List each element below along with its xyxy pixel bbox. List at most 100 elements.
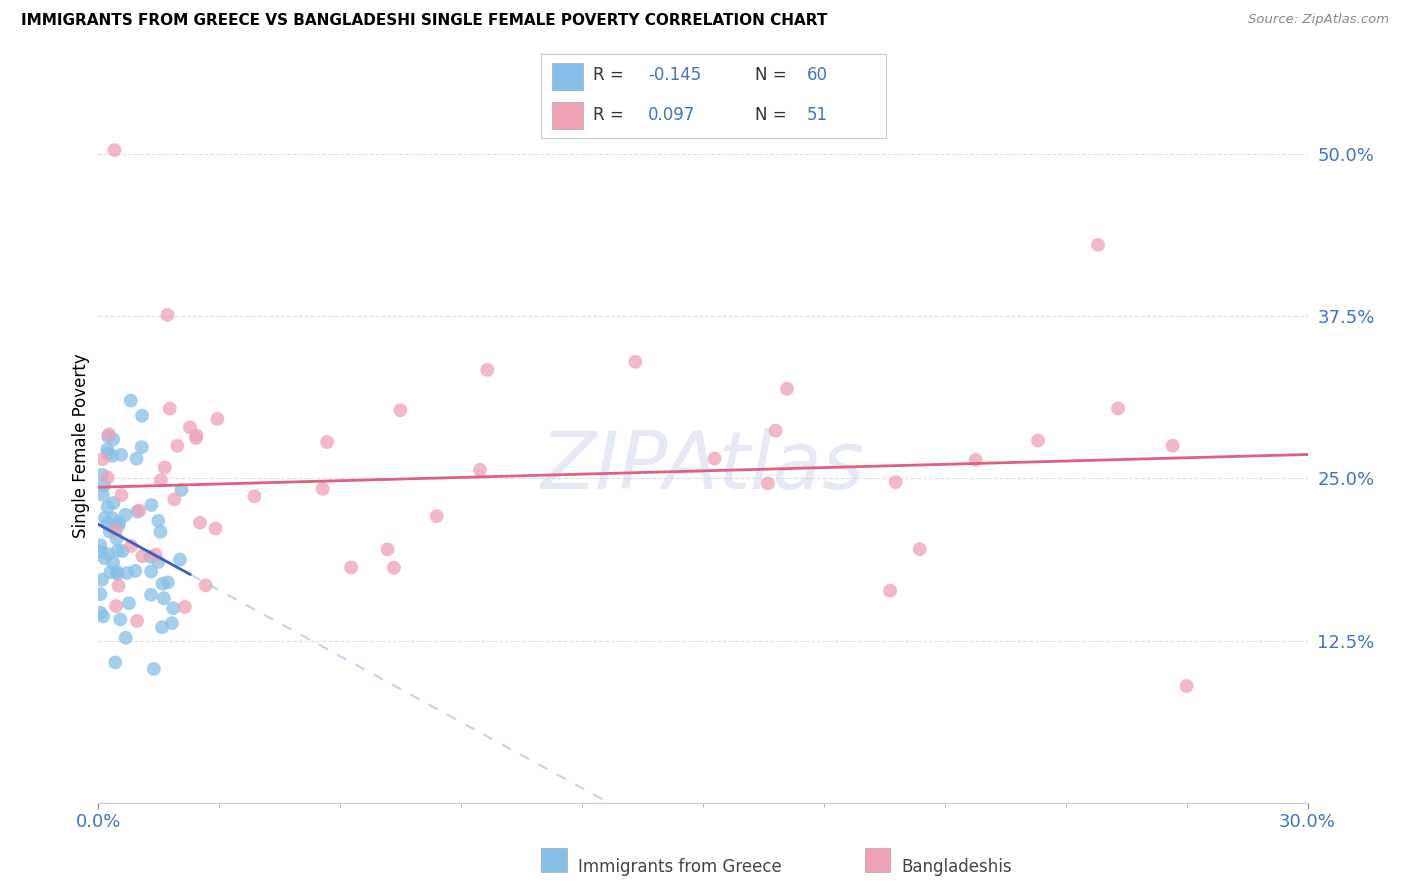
- Point: [153, 460, 176, 475]
- Point: [98, 524, 121, 539]
- Point: [166, 439, 188, 453]
- Point: [908, 542, 931, 557]
- Point: [89, 587, 111, 601]
- Point: [124, 564, 146, 578]
- Point: [152, 576, 174, 591]
- Point: [173, 599, 195, 614]
- Point: [97, 446, 120, 460]
- Point: [131, 440, 153, 454]
- Text: 60: 60: [807, 66, 828, 84]
- Point: [145, 548, 167, 562]
- Point: [703, 451, 725, 466]
- Point: [104, 524, 127, 538]
- Text: 0.097: 0.097: [648, 106, 696, 124]
- Point: [162, 601, 184, 615]
- Point: [965, 453, 987, 467]
- Point: [93, 551, 115, 566]
- Point: [96, 516, 118, 531]
- Point: [169, 552, 191, 566]
- Point: [756, 476, 779, 491]
- Point: [93, 478, 115, 492]
- Point: [97, 470, 120, 484]
- Point: [468, 463, 491, 477]
- Point: [141, 498, 163, 512]
- Point: [139, 565, 162, 579]
- Point: [101, 449, 124, 463]
- Point: [142, 662, 165, 676]
- Point: [89, 538, 111, 552]
- Point: [153, 591, 176, 606]
- Point: [426, 509, 449, 524]
- Point: [1175, 679, 1198, 693]
- Point: [94, 511, 117, 525]
- Point: [128, 503, 150, 517]
- Point: [101, 511, 124, 525]
- Text: 51: 51: [807, 106, 828, 124]
- Point: [114, 508, 136, 522]
- Point: [131, 409, 153, 423]
- Point: [115, 566, 138, 580]
- Point: [91, 609, 114, 624]
- Point: [207, 412, 229, 426]
- Point: [156, 308, 179, 322]
- Point: [150, 620, 173, 634]
- Point: [184, 431, 207, 445]
- Point: [105, 532, 128, 546]
- Point: [125, 451, 148, 466]
- Point: [120, 539, 142, 553]
- Point: [148, 514, 170, 528]
- Point: [884, 475, 907, 489]
- Point: [90, 573, 112, 587]
- Text: Immigrants from Greece: Immigrants from Greece: [578, 858, 782, 876]
- Point: [149, 524, 172, 539]
- Point: [186, 428, 208, 442]
- Point: [97, 547, 120, 561]
- Point: [340, 560, 363, 574]
- Text: Source: ZipAtlas.com: Source: ZipAtlas.com: [1249, 13, 1389, 27]
- Point: [110, 448, 132, 462]
- Point: [105, 599, 128, 613]
- Point: [477, 363, 499, 377]
- Point: [879, 583, 901, 598]
- Point: [765, 424, 787, 438]
- Point: [1161, 439, 1184, 453]
- Text: IMMIGRANTS FROM GREECE VS BANGLADESHI SINGLE FEMALE POVERTY CORRELATION CHART: IMMIGRANTS FROM GREECE VS BANGLADESHI SI…: [21, 13, 828, 29]
- Point: [103, 433, 125, 447]
- Point: [118, 596, 141, 610]
- Text: ZIPAtlas: ZIPAtlas: [541, 428, 865, 507]
- Point: [120, 393, 142, 408]
- Point: [311, 482, 333, 496]
- Text: R =: R =: [593, 106, 628, 124]
- Point: [107, 518, 129, 533]
- Point: [179, 420, 201, 434]
- Point: [139, 549, 162, 564]
- Point: [243, 489, 266, 503]
- Point: [89, 544, 111, 558]
- Text: N =: N =: [755, 106, 792, 124]
- Text: Bangladeshis: Bangladeshis: [901, 858, 1012, 876]
- Point: [139, 588, 162, 602]
- Point: [101, 556, 124, 570]
- Point: [127, 504, 149, 518]
- Point: [98, 565, 121, 579]
- Point: [97, 427, 120, 442]
- Point: [204, 522, 226, 536]
- Point: [91, 467, 114, 482]
- Point: [107, 543, 129, 558]
- Point: [103, 143, 125, 157]
- Bar: [551, 62, 582, 90]
- Point: [188, 516, 211, 530]
- Point: [96, 442, 118, 457]
- Point: [160, 616, 183, 631]
- Point: [91, 452, 114, 467]
- Point: [156, 575, 179, 590]
- Point: [149, 473, 172, 487]
- Point: [107, 566, 129, 581]
- Point: [89, 606, 111, 620]
- Point: [163, 492, 186, 507]
- Point: [624, 355, 647, 369]
- Point: [377, 542, 399, 557]
- Point: [103, 496, 125, 510]
- Point: [108, 515, 131, 529]
- Point: [170, 483, 193, 497]
